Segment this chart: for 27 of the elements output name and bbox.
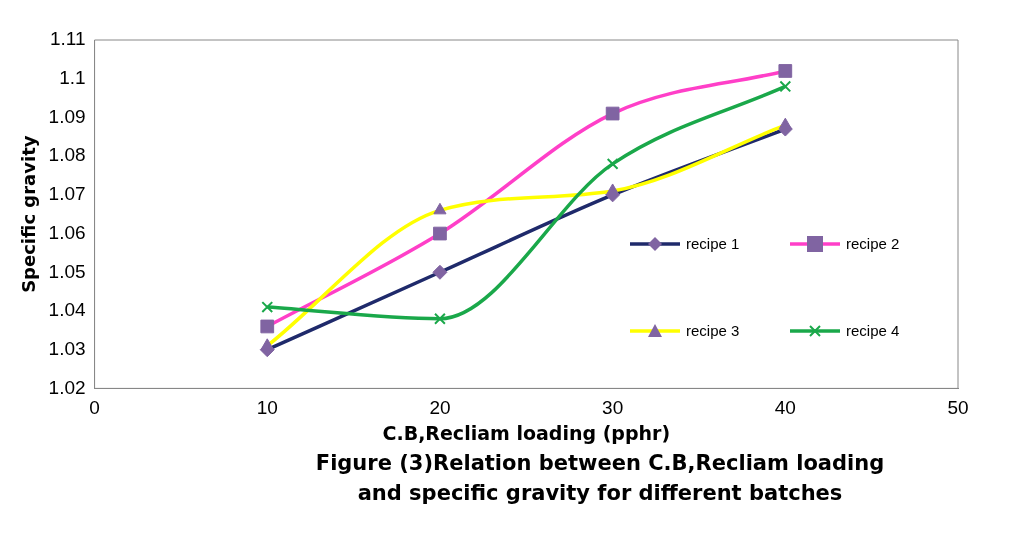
x-axis-title: C.B,Recliam loading (pphr) — [382, 421, 671, 444]
y-tick-label: 1.04 — [48, 299, 87, 321]
y-tick-label: 1.03 — [48, 337, 86, 359]
x-tick-label: 20 — [429, 397, 451, 419]
y-tick-label: 1.02 — [48, 376, 86, 398]
y-tick-label: 1.1 — [59, 66, 86, 88]
y-tick-label: 1.11 — [50, 28, 86, 50]
x-tick-label: 0 — [89, 397, 100, 419]
x-tick-label: 30 — [602, 397, 624, 419]
y-tick-label: 1.05 — [48, 260, 86, 282]
legend-label: recipe 1 — [686, 235, 740, 252]
point — [261, 301, 274, 314]
y-axis-title: Specific gravity — [18, 135, 40, 293]
y-tick-label: 1.08 — [48, 144, 86, 166]
text: Figure (3)Relation between C.B,Recliam loading and specific gravity for different batches — [314, 450, 886, 507]
x-tick-label: 10 — [256, 397, 278, 419]
point — [434, 312, 446, 325]
y-tick-label: 1.09 — [48, 105, 86, 127]
legend-label: recipe 3 — [686, 322, 740, 339]
legend-label: recipe 4 — [846, 322, 900, 339]
x-tick-label: 40 — [774, 397, 796, 419]
x-tick-label: 50 — [947, 397, 969, 419]
point — [779, 80, 792, 93]
y-tick-label: 1.06 — [48, 221, 86, 243]
legend-label: recipe 2 — [846, 235, 900, 252]
point — [606, 157, 619, 170]
y-tick-label: 1.07 — [48, 183, 86, 205]
